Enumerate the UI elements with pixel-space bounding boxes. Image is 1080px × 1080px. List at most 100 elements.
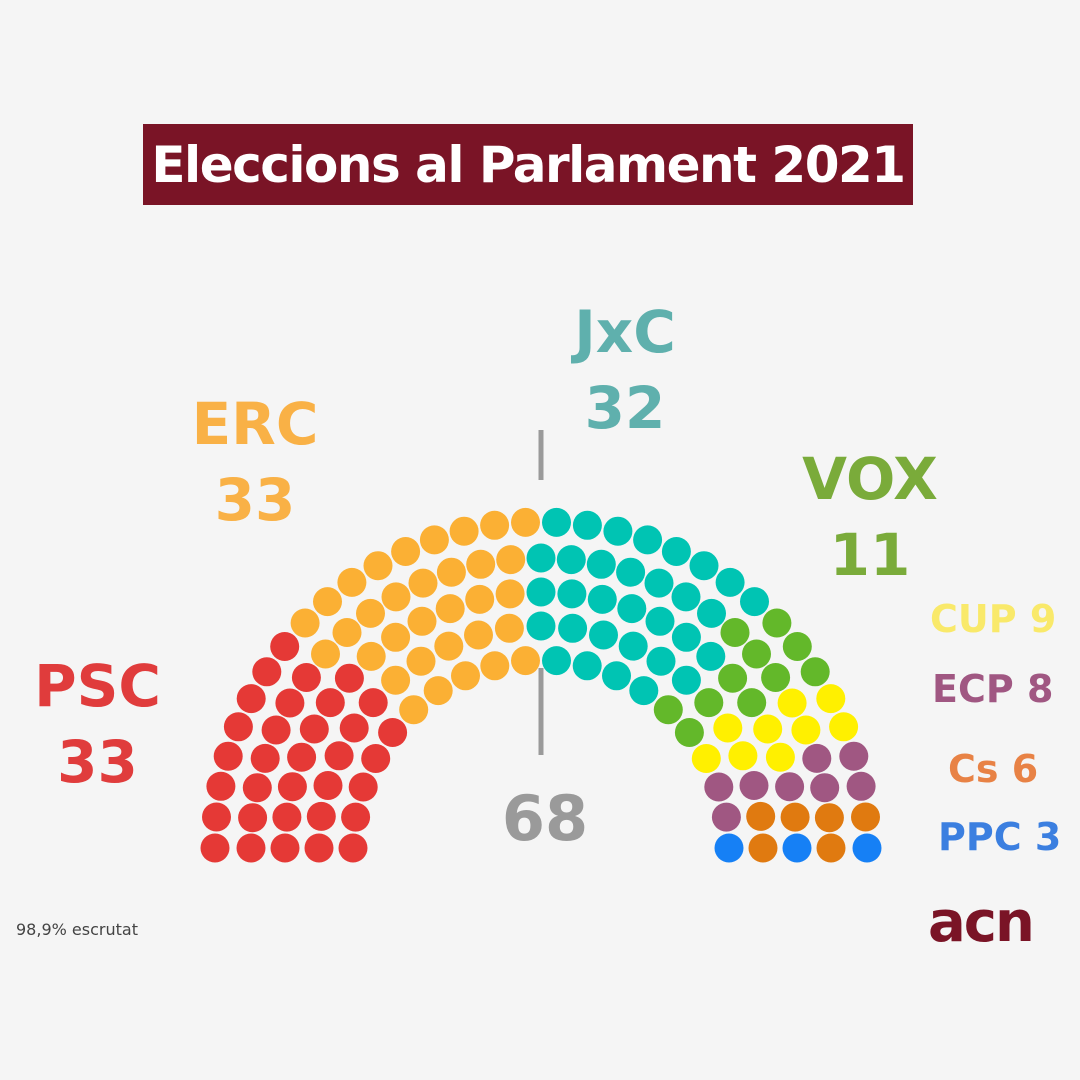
seat-dot [356,641,386,671]
seat-dot [480,651,510,681]
seat-dot [572,510,602,540]
seat-dot [816,684,846,714]
seat-dot [645,606,675,636]
seat-dot [381,582,411,612]
seat-dot [252,657,282,687]
seat-dot [646,646,676,676]
seat-dot [589,620,618,650]
seat-dot [742,639,771,669]
seat-dot [313,771,343,800]
seat-dot [407,606,437,636]
seat-dot [761,663,791,692]
seat-dot [250,743,280,773]
seat-dot [715,567,745,597]
seat-dot [337,567,367,597]
seat-dot [408,568,438,598]
seat-dot [846,771,876,801]
seat-dot [304,833,334,863]
seat-dot [496,545,526,575]
seat-dot [434,631,464,661]
seat-dot [200,833,230,863]
seat-dot [287,742,317,772]
seat-dot [671,622,701,652]
seat-dot [633,525,663,555]
seat-dot [242,773,272,803]
seat-dot [341,802,371,832]
seat-dot [852,833,882,863]
seat-dot [313,587,342,617]
seat-dot [526,611,556,641]
seat-dot [782,632,812,661]
seat-dot [602,661,631,691]
seat-dot [436,557,466,587]
seat-dot [348,772,378,802]
seat-dot [494,613,524,643]
seat-dot [236,684,266,714]
seat-dot [739,771,769,800]
party-name-vox: VOX [802,445,938,513]
seat-dot [381,665,411,695]
seat-dot [406,646,436,676]
seat-dot [338,833,368,863]
seat-dot [587,584,617,614]
seat-dot [629,676,659,706]
party-name-erc: ERC [191,390,319,458]
seat-dot [306,801,336,831]
seat-dot [728,741,758,771]
seat-dot [746,801,776,831]
seat-dot [653,695,683,725]
seat-dot [556,545,586,575]
seat-dot [270,833,300,863]
seat-dot [511,646,540,676]
seat-dot [449,516,479,546]
seat-dot [814,803,844,833]
seat-dot [839,741,869,771]
seat-dot [526,577,556,607]
seat-dot [261,715,291,745]
seat-dot [378,718,408,747]
seat-dot [713,713,743,743]
seat-dot [361,744,391,773]
seat-dot [674,718,704,747]
seat-dot [277,772,307,802]
seat-dot [572,651,602,681]
party-name-cs: Cs [948,747,999,791]
seat-dot [802,743,832,773]
seat-dot [603,516,633,546]
seat-dot [465,584,495,614]
seat-dot [748,833,778,863]
seat-dot [363,551,393,581]
seat-dot [644,568,674,598]
seat-dot [381,622,411,652]
seat-dot [270,632,300,661]
seat-dot [464,620,493,650]
seat-dot [557,579,587,609]
seat-dot [315,688,345,718]
majority-label: 68 [501,782,589,855]
seat-dot [775,772,805,802]
seat-dot [671,582,701,612]
seat-dot [753,714,783,744]
party-name-cup: CUP [930,597,1017,641]
seat-dot [740,587,769,617]
seat-dot [696,641,726,671]
party-label-ecp: ECP 8 [932,670,1053,708]
seat-dot [451,661,480,691]
seat-dot [238,803,268,833]
seat-dot [391,537,421,566]
acn-logo: acn [928,890,1035,955]
seat-dot [511,507,540,537]
seat-dot [291,663,321,692]
seat-dot [671,665,701,695]
seat-dot [526,543,556,573]
party-seats-ecp: 8 [1026,667,1054,711]
seat-dot [762,608,792,638]
party-seats-jxc: 32 [584,374,666,442]
seat-dot [618,631,648,661]
seat-dot [780,802,810,832]
chart-title: Eleccions al Parlament 2021 [143,124,913,205]
seat-dot [223,712,253,742]
seat-dot [697,598,726,628]
seat-dot [332,618,362,647]
